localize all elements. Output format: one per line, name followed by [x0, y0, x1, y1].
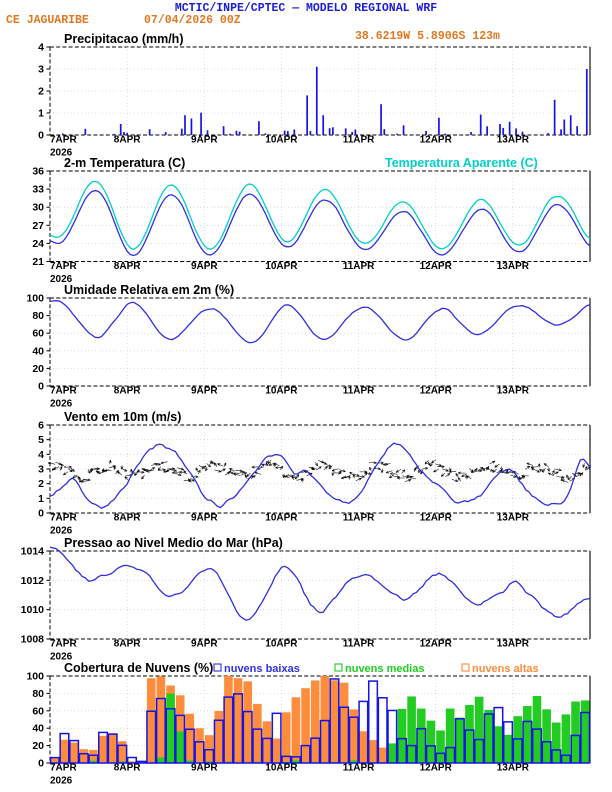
svg-text:11APR: 11APR	[343, 385, 375, 396]
svg-text:1010: 1010	[21, 604, 45, 616]
svg-text:11APR: 11APR	[343, 638, 375, 649]
svg-text:7APR: 7APR	[50, 512, 77, 523]
svg-text:33: 33	[32, 184, 44, 196]
svg-text:3: 3	[38, 64, 44, 76]
svg-text:2026: 2026	[50, 525, 73, 536]
svg-text:9APR: 9APR	[191, 762, 218, 773]
svg-text:13APR: 13APR	[497, 762, 530, 773]
svg-text:100: 100	[26, 671, 44, 683]
svg-text:Umidade Relativa em 2m (%): Umidade Relativa em 2m (%)	[64, 283, 234, 297]
svg-text:100: 100	[26, 293, 44, 305]
svg-text:12APR: 12APR	[420, 134, 453, 145]
svg-text:0: 0	[38, 508, 44, 520]
svg-text:7APR: 7APR	[50, 762, 77, 773]
svg-text:4: 4	[38, 449, 44, 461]
svg-text:12APR: 12APR	[420, 512, 453, 523]
svg-text:10APR: 10APR	[265, 638, 298, 649]
svg-text:0: 0	[38, 758, 44, 770]
svg-text:0: 0	[38, 130, 44, 142]
svg-text:8APR: 8APR	[114, 512, 141, 523]
svg-text:11APR: 11APR	[343, 512, 375, 523]
svg-text:7APR: 7APR	[50, 385, 77, 396]
svg-text:1008: 1008	[21, 634, 45, 646]
svg-text:1012: 1012	[21, 575, 45, 587]
svg-text:Cobertura de Nuvens (%): Cobertura de Nuvens (%)	[64, 661, 213, 675]
svg-text:40: 40	[32, 345, 44, 357]
svg-text:36: 36	[32, 166, 44, 178]
svg-text:7APR: 7APR	[50, 638, 77, 649]
svg-text:10APR: 10APR	[265, 261, 298, 272]
svg-text:nuvens baixas: nuvens baixas	[224, 663, 300, 675]
svg-text:10APR: 10APR	[265, 512, 298, 523]
svg-text:11APR: 11APR	[343, 134, 375, 145]
svg-text:80: 80	[32, 310, 44, 322]
svg-text:60: 60	[32, 705, 44, 717]
svg-text:10APR: 10APR	[265, 385, 298, 396]
svg-text:13APR: 13APR	[497, 512, 530, 523]
svg-text:2-m Temperatura (C): 2-m Temperatura (C)	[64, 156, 185, 170]
svg-text:8APR: 8APR	[114, 762, 141, 773]
svg-text:12APR: 12APR	[420, 638, 453, 649]
svg-text:6: 6	[38, 420, 44, 432]
svg-text:9APR: 9APR	[191, 134, 218, 145]
svg-text:12APR: 12APR	[420, 385, 453, 396]
svg-text:4: 4	[38, 42, 44, 54]
svg-text:Temperatura Aparente (C): Temperatura Aparente (C)	[385, 156, 538, 170]
svg-text:80: 80	[32, 688, 44, 700]
svg-text:11APR: 11APR	[343, 762, 375, 773]
svg-text:2: 2	[38, 478, 44, 490]
svg-text:nuvens altas: nuvens altas	[472, 663, 539, 675]
svg-text:3: 3	[38, 464, 44, 476]
svg-text:20: 20	[32, 363, 44, 375]
svg-text:Precipitacao (mm/h): Precipitacao (mm/h)	[64, 32, 183, 46]
svg-text:1: 1	[38, 108, 44, 120]
svg-text:9APR: 9APR	[191, 512, 218, 523]
svg-text:12APR: 12APR	[420, 762, 453, 773]
svg-text:5: 5	[38, 434, 44, 446]
svg-text:13APR: 13APR	[497, 385, 530, 396]
svg-text:8APR: 8APR	[114, 638, 141, 649]
svg-text:2: 2	[38, 86, 44, 98]
svg-text:20: 20	[32, 740, 44, 752]
svg-text:13APR: 13APR	[497, 261, 530, 272]
svg-text:10APR: 10APR	[265, 762, 298, 773]
svg-text:10APR: 10APR	[265, 134, 298, 145]
svg-text:nuvens medias: nuvens medias	[345, 663, 424, 675]
svg-text:13APR: 13APR	[497, 134, 530, 145]
svg-text:8APR: 8APR	[114, 134, 141, 145]
svg-text:1: 1	[38, 493, 44, 505]
svg-text:13APR: 13APR	[497, 638, 530, 649]
svg-text:30: 30	[32, 202, 44, 214]
svg-text:60: 60	[32, 328, 44, 340]
svg-text:8APR: 8APR	[114, 261, 141, 272]
svg-text:7APR: 7APR	[50, 261, 77, 272]
svg-text:38.6219W 5.8906S 123m: 38.6219W 5.8906S 123m	[355, 30, 500, 43]
svg-text:2026: 2026	[50, 775, 73, 786]
svg-text:Vento em 10m (m/s): Vento em 10m (m/s)	[64, 410, 181, 424]
svg-text:9APR: 9APR	[191, 385, 218, 396]
svg-text:Pressao ao Nivel Medio do Mar: Pressao ao Nivel Medio do Mar (hPa)	[64, 536, 283, 550]
svg-text:2026: 2026	[50, 398, 73, 409]
svg-text:11APR: 11APR	[343, 261, 375, 272]
svg-text:8APR: 8APR	[114, 385, 141, 396]
svg-text:7APR: 7APR	[50, 134, 77, 145]
svg-text:24: 24	[32, 238, 44, 250]
svg-text:12APR: 12APR	[420, 261, 453, 272]
svg-text:9APR: 9APR	[191, 261, 218, 272]
svg-text:1014: 1014	[21, 546, 45, 558]
svg-text:9APR: 9APR	[191, 638, 218, 649]
svg-text:CE JAGUARIBE 07/04/2026: CE JAGUARIBE 07/04/2026 00Z	[6, 14, 241, 27]
svg-text:0: 0	[38, 381, 44, 393]
svg-text:21: 21	[32, 256, 44, 268]
svg-text:27: 27	[32, 220, 44, 232]
svg-text:40: 40	[32, 723, 44, 735]
